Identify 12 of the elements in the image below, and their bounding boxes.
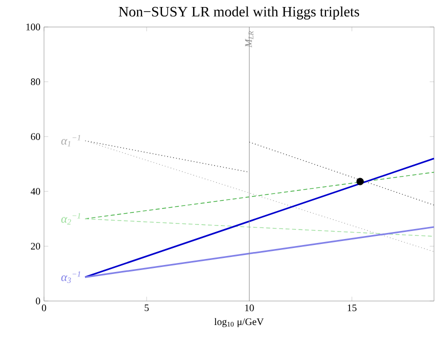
y-tick-label: 40 xyxy=(30,188,40,195)
x-tick-label: 15 xyxy=(348,304,356,312)
y-tick-label: 80 xyxy=(30,78,40,86)
x-tick-label: 10 xyxy=(245,304,254,312)
y-tick-label: 20 xyxy=(30,242,40,250)
x-tick-label: 5 xyxy=(144,304,149,312)
y-tick-label: 0 xyxy=(36,298,40,304)
y-tick-label: 60 xyxy=(30,133,40,140)
x-tick-label: 0 xyxy=(42,304,46,312)
chart-title: Non−SUSY LR model with Higgs triplets xyxy=(118,6,360,20)
x-axis-title: log$_{10}$ μ/GeV xyxy=(214,318,264,328)
y-tick-label: 100 xyxy=(26,24,40,30)
